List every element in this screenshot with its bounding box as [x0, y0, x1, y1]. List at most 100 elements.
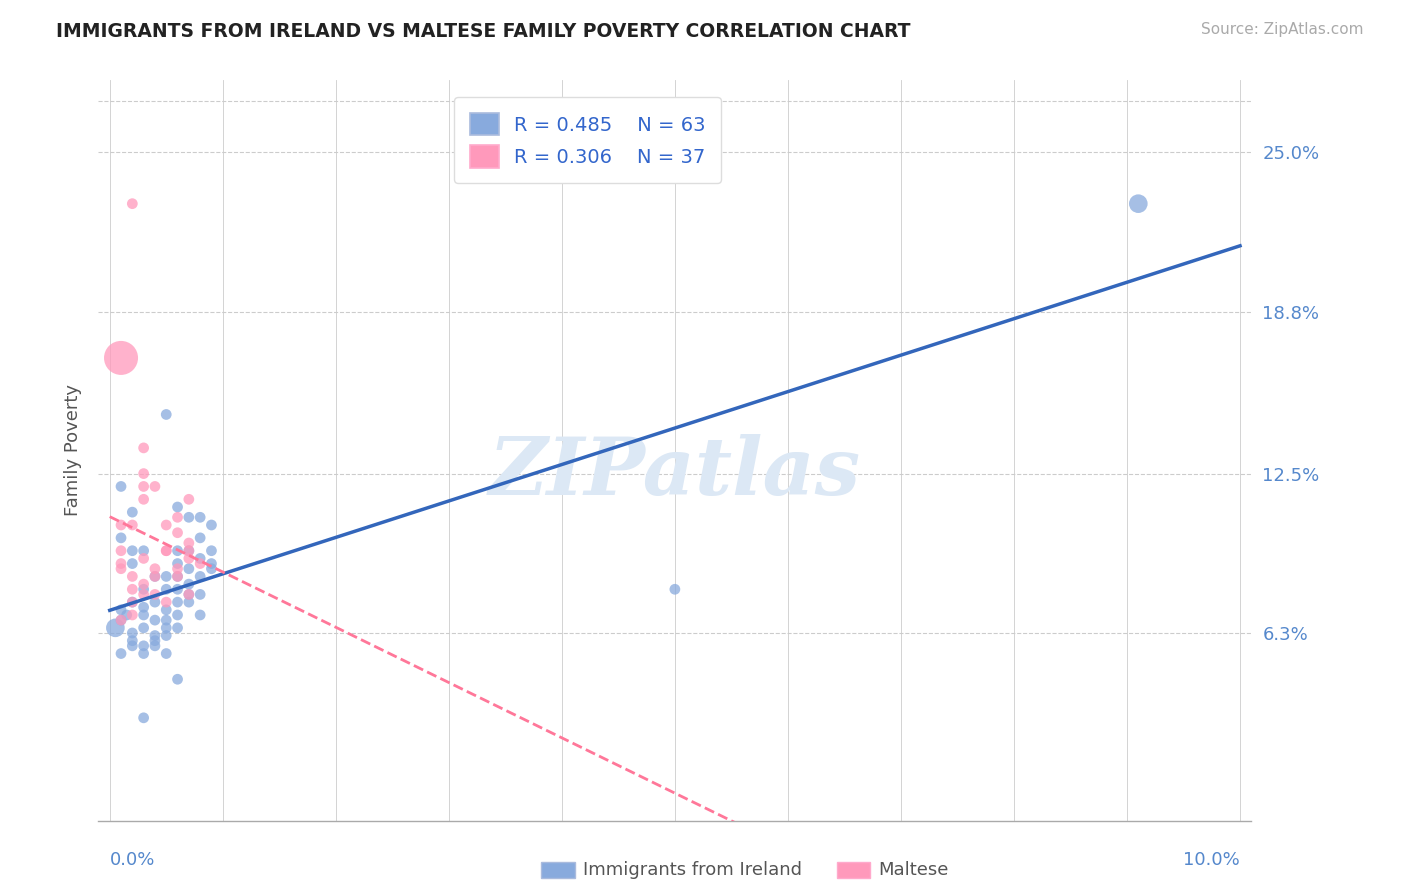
Point: [121, 518, 143, 533]
Point: [166, 525, 188, 540]
Legend: R = 0.485    N = 63, R = 0.306    N = 37: R = 0.485 N = 63, R = 0.306 N = 37: [454, 97, 721, 183]
Point: [166, 582, 188, 597]
Point: [132, 600, 155, 615]
Point: [132, 467, 155, 481]
Point: [177, 577, 200, 591]
Point: [177, 536, 200, 550]
Point: [110, 562, 132, 576]
Point: [177, 543, 200, 558]
Point: [200, 557, 222, 571]
Point: [132, 492, 155, 507]
Point: [110, 479, 132, 493]
Point: [110, 543, 132, 558]
Point: [166, 562, 188, 576]
Point: [132, 639, 155, 653]
Point: [155, 518, 177, 533]
Point: [110, 351, 132, 365]
Point: [177, 562, 200, 576]
Point: [143, 628, 166, 642]
Point: [166, 672, 188, 686]
Point: [132, 479, 155, 493]
Point: [132, 551, 155, 566]
Point: [188, 569, 211, 583]
Point: [121, 595, 143, 609]
Point: [143, 595, 166, 609]
Point: [115, 607, 138, 622]
Point: [121, 582, 143, 597]
Point: [143, 587, 166, 601]
Point: [188, 557, 211, 571]
Point: [121, 633, 143, 648]
Point: [121, 569, 143, 583]
Point: [177, 587, 200, 601]
Point: [155, 603, 177, 617]
Point: [110, 557, 132, 571]
Point: [188, 510, 211, 524]
Point: [121, 196, 143, 211]
Point: [155, 543, 177, 558]
Text: Source: ZipAtlas.com: Source: ZipAtlas.com: [1201, 22, 1364, 37]
Text: 0.0%: 0.0%: [110, 851, 155, 869]
Point: [155, 595, 177, 609]
Point: [177, 543, 200, 558]
Point: [155, 543, 177, 558]
Point: [132, 587, 155, 601]
Point: [110, 518, 132, 533]
Point: [143, 613, 166, 627]
Point: [110, 531, 132, 545]
Point: [166, 607, 188, 622]
Point: [200, 562, 222, 576]
Point: [166, 557, 188, 571]
Point: [166, 621, 188, 635]
Text: Immigrants from Ireland: Immigrants from Ireland: [583, 861, 803, 879]
Point: [143, 639, 166, 653]
Text: Maltese: Maltese: [879, 861, 949, 879]
Point: [132, 607, 155, 622]
Point: [188, 587, 211, 601]
Point: [166, 510, 188, 524]
Point: [132, 647, 155, 661]
Point: [177, 595, 200, 609]
Point: [143, 569, 166, 583]
Point: [155, 408, 177, 422]
Point: [132, 577, 155, 591]
Point: [132, 621, 155, 635]
Point: [166, 595, 188, 609]
Point: [121, 557, 143, 571]
Point: [143, 479, 166, 493]
Point: [177, 551, 200, 566]
Point: [155, 569, 177, 583]
Point: [121, 505, 143, 519]
Point: [121, 607, 143, 622]
Point: [166, 569, 188, 583]
Point: [188, 531, 211, 545]
Point: [143, 633, 166, 648]
Point: [110, 613, 132, 627]
Point: [110, 613, 132, 627]
Point: [200, 518, 222, 533]
Point: [1128, 196, 1150, 211]
Text: 10.0%: 10.0%: [1184, 851, 1240, 869]
Point: [121, 595, 143, 609]
Point: [110, 603, 132, 617]
Point: [177, 492, 200, 507]
Point: [121, 639, 143, 653]
Text: ZIPatlas: ZIPatlas: [489, 434, 860, 511]
Point: [132, 582, 155, 597]
Point: [155, 621, 177, 635]
Point: [177, 587, 200, 601]
Point: [155, 647, 177, 661]
Point: [121, 543, 143, 558]
Point: [166, 543, 188, 558]
Point: [121, 626, 143, 640]
Point: [155, 582, 177, 597]
Point: [132, 441, 155, 455]
Point: [166, 500, 188, 514]
Point: [177, 510, 200, 524]
Point: [188, 551, 211, 566]
Point: [664, 582, 686, 597]
Point: [104, 621, 127, 635]
Point: [110, 647, 132, 661]
Point: [143, 569, 166, 583]
Y-axis label: Family Poverty: Family Poverty: [63, 384, 82, 516]
